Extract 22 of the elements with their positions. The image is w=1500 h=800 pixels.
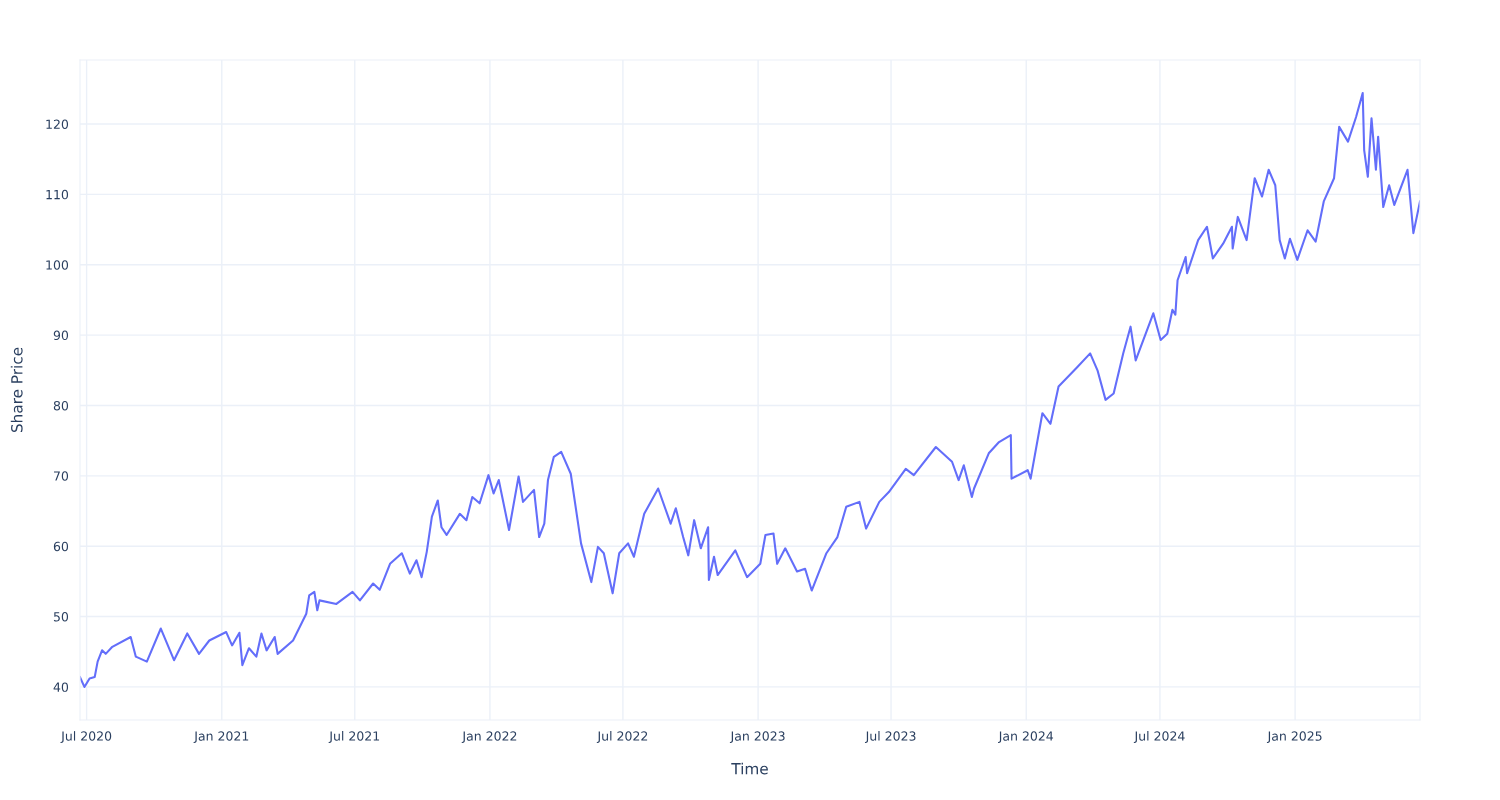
x-tick-label: Jul 2022 bbox=[596, 731, 648, 744]
y-tick-label: 70 bbox=[54, 471, 69, 481]
y-axis-title: Share Price bbox=[10, 347, 23, 433]
y-tick-label: 50 bbox=[53, 612, 69, 622]
x-tick-label: Jul 2021 bbox=[328, 731, 380, 744]
y-tick-label: 80 bbox=[53, 400, 69, 411]
x-axis-title: Time bbox=[731, 762, 768, 775]
x-tick-label: Jan 2021 bbox=[193, 731, 249, 744]
line-series bbox=[80, 92, 1420, 688]
x-tick-label: Jul 2023 bbox=[864, 731, 916, 744]
y-tick-label: 60 bbox=[53, 541, 69, 552]
x-tick-label: Jul 2024 bbox=[1133, 731, 1185, 744]
y-tick-label: 120 bbox=[46, 119, 69, 129]
x-tick-label: Jul 2020 bbox=[60, 731, 112, 744]
y-tick-label: 90 bbox=[53, 330, 69, 341]
y-tick-label: 110 bbox=[46, 189, 69, 200]
x-tick-label: Jan 2024 bbox=[998, 731, 1054, 744]
y-tick-label: 100 bbox=[46, 260, 69, 270]
x-tick-label: Jan 2022 bbox=[461, 731, 517, 744]
x-tick-label: Jan 2023 bbox=[729, 731, 785, 744]
x-tick-label: Jan 2025 bbox=[1266, 731, 1322, 744]
y-tick-label: 40 bbox=[53, 682, 69, 692]
